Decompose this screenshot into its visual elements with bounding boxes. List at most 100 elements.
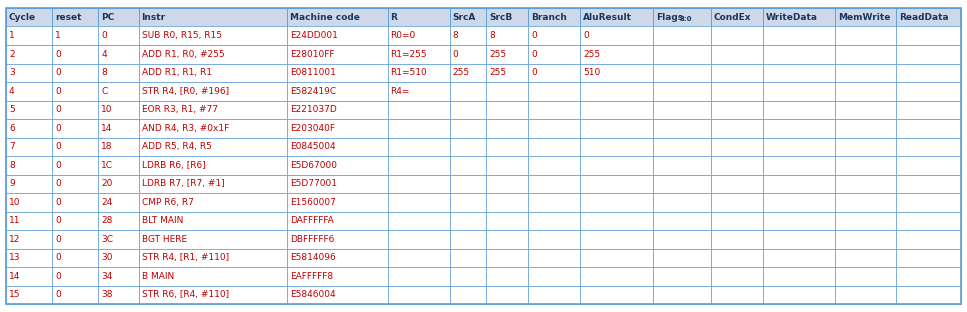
Bar	[486, 193, 528, 212]
Bar	[835, 45, 895, 64]
Bar	[653, 174, 711, 193]
Bar	[486, 174, 528, 193]
Bar	[6, 248, 52, 267]
Bar	[835, 100, 895, 119]
Bar	[138, 212, 287, 230]
Text: LDRB R7, [R7, #1]: LDRB R7, [R7, #1]	[141, 179, 224, 188]
Bar	[138, 230, 287, 248]
Bar	[450, 138, 486, 156]
Text: STR R6, [R4, #110]: STR R6, [R4, #110]	[141, 290, 228, 299]
Text: DBFFFFF6: DBFFFFF6	[290, 235, 335, 244]
Bar	[388, 119, 450, 138]
Bar	[528, 285, 580, 304]
Text: 0: 0	[55, 198, 61, 207]
Bar	[52, 248, 99, 267]
Bar	[653, 45, 711, 64]
Text: R4=: R4=	[391, 87, 410, 96]
Bar	[711, 100, 763, 119]
Text: E0845004: E0845004	[290, 142, 336, 151]
Bar	[486, 8, 528, 27]
Bar	[580, 119, 653, 138]
Text: C: C	[102, 87, 107, 96]
Text: 20: 20	[102, 179, 113, 188]
Bar	[388, 193, 450, 212]
Text: 0: 0	[55, 161, 61, 170]
Text: 0: 0	[531, 50, 537, 59]
Bar	[138, 100, 287, 119]
Text: 2: 2	[9, 50, 15, 59]
Text: 1: 1	[55, 31, 61, 40]
Bar	[450, 119, 486, 138]
Bar	[52, 193, 99, 212]
Bar	[138, 285, 287, 304]
Bar	[287, 248, 388, 267]
Bar	[653, 100, 711, 119]
Bar	[287, 8, 388, 27]
Bar	[450, 82, 486, 100]
Bar	[653, 230, 711, 248]
Bar	[895, 100, 961, 119]
Bar	[763, 174, 835, 193]
Text: R: R	[391, 13, 397, 22]
Text: 8: 8	[102, 68, 107, 77]
Bar	[763, 212, 835, 230]
Bar	[835, 285, 895, 304]
Bar	[711, 45, 763, 64]
Text: 7: 7	[9, 142, 15, 151]
Text: STR R4, [R0, #196]: STR R4, [R0, #196]	[141, 87, 228, 96]
Text: ReadData: ReadData	[898, 13, 949, 22]
Bar	[580, 27, 653, 45]
Bar	[835, 8, 895, 27]
Bar	[287, 230, 388, 248]
Bar	[388, 212, 450, 230]
Text: LDRB R6, [R6]: LDRB R6, [R6]	[141, 161, 205, 170]
Bar	[835, 267, 895, 285]
Bar	[895, 174, 961, 193]
Bar	[287, 138, 388, 156]
Bar	[450, 27, 486, 45]
Text: 0: 0	[55, 87, 61, 96]
Bar	[388, 82, 450, 100]
Text: 11: 11	[9, 216, 20, 225]
Bar	[287, 267, 388, 285]
Bar	[580, 193, 653, 212]
Text: CondEx: CondEx	[714, 13, 751, 22]
Text: E582419C: E582419C	[290, 87, 337, 96]
Text: 0: 0	[55, 179, 61, 188]
Text: 14: 14	[102, 124, 113, 133]
Bar	[138, 248, 287, 267]
Bar	[711, 156, 763, 174]
Bar	[287, 174, 388, 193]
Bar	[763, 27, 835, 45]
Bar	[528, 248, 580, 267]
Bar	[388, 285, 450, 304]
Bar	[835, 82, 895, 100]
Text: 255: 255	[489, 50, 506, 59]
Bar	[99, 174, 138, 193]
Text: 0: 0	[55, 253, 61, 262]
Text: 0: 0	[583, 31, 589, 40]
Bar	[653, 82, 711, 100]
Text: AluResult: AluResult	[583, 13, 632, 22]
Bar	[486, 285, 528, 304]
Bar	[287, 212, 388, 230]
Bar	[835, 64, 895, 82]
Text: E5D67000: E5D67000	[290, 161, 337, 170]
Bar	[528, 82, 580, 100]
Bar	[528, 27, 580, 45]
Bar	[528, 174, 580, 193]
Bar	[711, 193, 763, 212]
Bar	[52, 45, 99, 64]
Bar	[653, 8, 711, 27]
Bar	[580, 230, 653, 248]
Text: 3: 3	[9, 68, 15, 77]
Bar	[528, 8, 580, 27]
Bar	[835, 156, 895, 174]
Bar	[52, 156, 99, 174]
Bar	[450, 285, 486, 304]
Bar	[711, 82, 763, 100]
Bar	[99, 27, 138, 45]
Bar	[450, 267, 486, 285]
Bar	[450, 45, 486, 64]
Text: BLT MAIN: BLT MAIN	[141, 216, 183, 225]
